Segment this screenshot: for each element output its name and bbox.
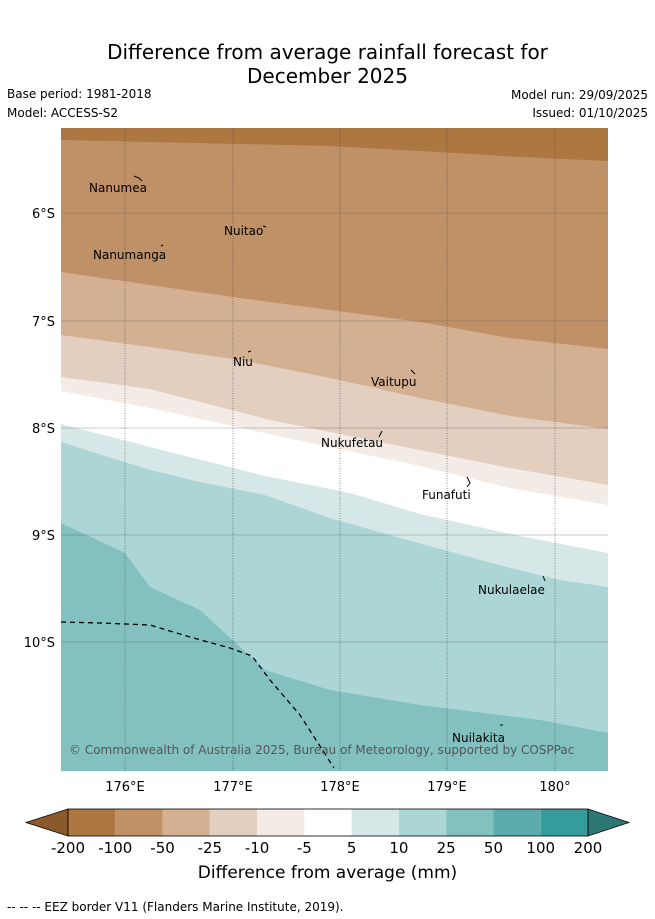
colorbar-swatch — [493, 809, 541, 836]
issued-date: Issued: 01/10/2025 — [532, 106, 648, 120]
island-funafuti — [466, 476, 471, 488]
island-nuitao — [262, 225, 267, 228]
colorbar-tick-label: 100 — [526, 839, 555, 857]
island-niu — [247, 350, 252, 353]
lon-label-177e: 177°E — [213, 780, 253, 795]
island-vaitupu — [410, 369, 416, 375]
place-labels: Nanumea Nuitao Nanumanga Niu Vaitupu Nuk… — [89, 181, 545, 745]
colorbar-tick-label: 200 — [574, 839, 603, 857]
model-run: Model run: 29/09/2025 — [510, 88, 648, 102]
lat-label-10s: 10°S — [24, 636, 55, 651]
place-label-niu: Niu — [233, 355, 253, 369]
place-label-nukufetau: Nukufetau — [321, 436, 383, 450]
island-nukulaelae — [542, 575, 546, 582]
lon-label-180: 180° — [539, 780, 570, 795]
lon-label-176e: 176°E — [105, 780, 145, 795]
colorbar-outline — [67, 808, 589, 837]
base-period: Base period: 1981-2018 — [7, 87, 152, 101]
colorbar-tick-label: 25 — [437, 839, 456, 857]
island-shapes — [133, 175, 546, 726]
colorbar-tick-label: -10 — [245, 839, 270, 857]
latitude-labels: 6°S 7°S 8°S 9°S 10°S — [24, 207, 55, 651]
place-label-vaitupu: Vaitupu — [371, 375, 417, 389]
forecast-map: Nanumea Nuitao Nanumanga Niu Vaitupu Nuk… — [61, 128, 608, 771]
latitude-gridlines — [61, 212, 608, 643]
colorbar-swatch — [115, 809, 163, 836]
colorbar-tick-label: 5 — [347, 839, 357, 857]
lat-label-8s: 8°S — [32, 422, 55, 437]
copyright-notice: © Commonwealth of Australia 2025, Bureau… — [69, 743, 574, 757]
colorbar-swatch — [257, 809, 305, 836]
title-line-2: December 2025 — [247, 64, 408, 88]
colorbar-swatch — [351, 809, 399, 836]
colorbar-tick-label: -50 — [150, 839, 175, 857]
island-nanumanga — [160, 244, 164, 247]
longitude-gridlines — [124, 128, 556, 771]
lon-label-178e: 178°E — [320, 780, 360, 795]
colorbar-swatch — [209, 809, 258, 836]
colorbar-swatch — [540, 809, 588, 836]
colorbar-swatch — [162, 809, 210, 836]
lat-label-9s: 9°S — [32, 529, 55, 544]
colorbar-tick-label: -25 — [198, 839, 223, 857]
place-label-nanumanga: Nanumanga — [93, 248, 166, 262]
island-nanumea — [133, 175, 143, 182]
chart-title: Difference from average rainfall forecas… — [0, 40, 655, 88]
colorbar-swatch — [446, 809, 494, 836]
colorbar-swatches — [68, 809, 588, 836]
colorbar-swatch — [68, 809, 116, 836]
place-label-funafuti: Funafuti — [422, 488, 471, 502]
colorbar-tick-labels: -200 -100 -50 -25 -10 -5 5 10 25 50 100 200 — [51, 839, 602, 857]
place-label-nuilakita: Nuilakita — [452, 731, 505, 745]
colorbar-extend-high — [587, 808, 631, 837]
place-label-nukulaelae: Nukulaelae — [478, 583, 545, 597]
colorbar-tick-label: -200 — [51, 839, 85, 857]
colorbar-axis-title: Difference from average (mm) — [197, 863, 458, 883]
band-minus50-minus100 — [61, 128, 608, 349]
colorbar-tick-label: 10 — [389, 839, 408, 857]
colorbar: -200 -100 -50 -25 -10 -5 5 10 25 50 100 200 — [24, 808, 631, 857]
lat-label-6s: 6°S — [32, 207, 55, 222]
place-label-nuitao: Nuitao — [224, 224, 263, 238]
eez-footnote: -- -- -- EEZ border V11 (Flanders Marine… — [7, 900, 344, 914]
colorbar-swatch — [304, 809, 352, 836]
longitude-labels: 176°E 177°E 178°E 179°E 180° — [105, 780, 570, 795]
map-svg: Nanumea Nuitao Nanumanga Niu Vaitupu Nuk… — [24, 128, 631, 857]
place-label-nanumea: Nanumea — [89, 181, 147, 195]
colorbar-swatch — [398, 809, 447, 836]
title-line-1: Difference from average rainfall forecas… — [107, 40, 548, 64]
colorbar-tick-label: -5 — [297, 839, 312, 857]
colorbar-tick-label: 50 — [484, 839, 503, 857]
band-minus100-minus200 — [61, 128, 608, 161]
colorbar-tick-label: -100 — [98, 839, 132, 857]
model-name: Model: ACCESS-S2 — [7, 106, 119, 120]
lat-label-7s: 7°S — [32, 315, 55, 330]
colorbar-extend-low — [24, 808, 69, 837]
lon-label-179e: 179°E — [427, 780, 467, 795]
island-nukufetau — [378, 430, 383, 438]
eez-border — [61, 621, 335, 769]
